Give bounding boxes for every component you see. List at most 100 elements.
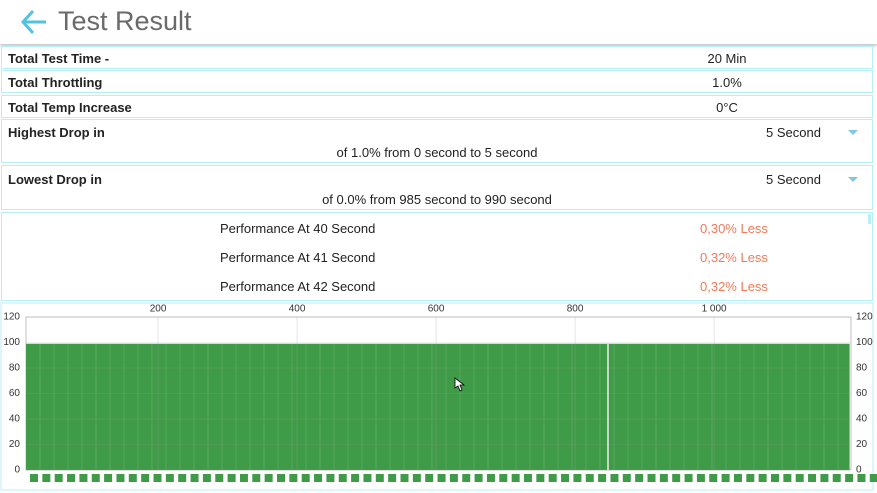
range-square [141, 474, 150, 482]
range-square [598, 474, 607, 482]
range-square [758, 474, 767, 482]
range-square [536, 474, 545, 482]
performance-list: Performance At 40 Second 0,30% Less Perfo… [1, 212, 873, 301]
label: Highest Drop in [8, 125, 105, 140]
y-tick-label: 80 [9, 363, 21, 374]
y-tick-label: 0 [14, 465, 20, 476]
mouse-pointer [454, 377, 466, 392]
range-square [672, 474, 681, 482]
range-square [524, 474, 532, 482]
range-square [437, 474, 446, 482]
area [26, 343, 850, 470]
range-square [30, 474, 38, 482]
dropdown[interactable]: 5 Second [766, 172, 821, 187]
label: Lowest Drop in [8, 172, 102, 187]
range-square [733, 474, 742, 482]
y2-tick-label: 40 [856, 414, 868, 425]
value: 0°C [716, 100, 738, 115]
range-square [709, 474, 718, 482]
value: 20 Min [707, 51, 747, 66]
y-tick-label: 60 [9, 388, 21, 399]
x-tick-label: 600 [428, 304, 445, 315]
range-square [277, 474, 285, 482]
title: Test Result [58, 6, 192, 36]
range-square [104, 474, 113, 482]
range-square [338, 474, 347, 482]
range-square [857, 474, 866, 482]
range-square [153, 474, 162, 482]
summary-row: Total Test Time - 20 Min [1, 46, 873, 69]
y2-tick-label: 0 [856, 465, 862, 476]
range-square [314, 474, 323, 482]
y2-tick-label: 80 [856, 363, 868, 374]
range-square [412, 474, 421, 482]
range-square [128, 474, 137, 482]
range-square [202, 474, 211, 482]
app-bar: Test Result [0, 0, 877, 44]
range-square [746, 474, 755, 482]
x-tick-label: 400 [289, 304, 306, 315]
range-square [462, 474, 471, 482]
range-square [573, 474, 582, 482]
range-square [54, 474, 63, 482]
range-square [375, 474, 384, 482]
summary-row: Total Temp Increase 0°C [1, 95, 873, 118]
drop-row: Lowest Drop in 5 Second of 0.0% from 985… [1, 165, 873, 210]
range-square [869, 474, 877, 482]
range-square [178, 474, 187, 482]
scrollbar [868, 214, 871, 224]
range-square [845, 474, 854, 482]
range-square [449, 474, 458, 482]
dropdown-arrow[interactable] [848, 177, 858, 182]
dropdown[interactable]: 5 Second [766, 125, 821, 140]
y-tick-label: 120 [3, 312, 20, 323]
range-square [264, 474, 273, 482]
range-square [610, 474, 619, 482]
range-square [116, 474, 125, 482]
range-square [511, 474, 520, 482]
range-square [425, 474, 434, 482]
chart: 0 0 20 20 40 40 60 60 80 80 100 100 120 120 200 400 600 8… [0, 302, 877, 491]
performance-label: Performance At 40 Second [220, 221, 376, 236]
range-square [301, 474, 310, 482]
range-square [820, 474, 829, 482]
range-square [783, 474, 792, 482]
x-tick-label: 800 [567, 304, 584, 315]
value: 1.0% [712, 75, 742, 90]
range-square [474, 474, 483, 482]
y2-tick-label: 120 [856, 312, 873, 323]
range-square [388, 474, 397, 482]
summary-row: Total Throttling 1.0% [1, 70, 873, 93]
range-square [499, 474, 508, 482]
range-square [721, 474, 730, 482]
x-tick-label: 200 [150, 304, 167, 315]
range-square [190, 474, 199, 482]
range-square [363, 474, 372, 482]
label: Total Throttling [8, 75, 103, 90]
label: Total Test Time - [8, 51, 110, 66]
y2-tick-label: 100 [856, 337, 873, 348]
y2-tick-label: 20 [856, 439, 868, 450]
performance-label: Performance At 41 Second [220, 250, 376, 265]
label: Total Temp Increase [8, 100, 132, 115]
range-square [548, 474, 557, 482]
dropdown-arrow[interactable] [848, 130, 858, 135]
performance-value: 0,32% Less [700, 250, 768, 265]
range-square [400, 474, 409, 482]
range-square [647, 474, 656, 482]
range-square [42, 474, 51, 482]
back-button[interactable] [20, 9, 48, 35]
range-square [771, 474, 779, 482]
range-square [326, 474, 335, 482]
performance-label: Performance At 42 Second [220, 279, 376, 294]
range-square [795, 474, 804, 482]
y-tick-label: 100 [3, 337, 20, 348]
range-square [227, 474, 236, 482]
range-square [696, 474, 705, 482]
range-square [832, 474, 841, 482]
y2-tick-label: 60 [856, 388, 868, 399]
range-square [561, 474, 570, 482]
range-square [79, 474, 88, 482]
range-square [684, 474, 693, 482]
